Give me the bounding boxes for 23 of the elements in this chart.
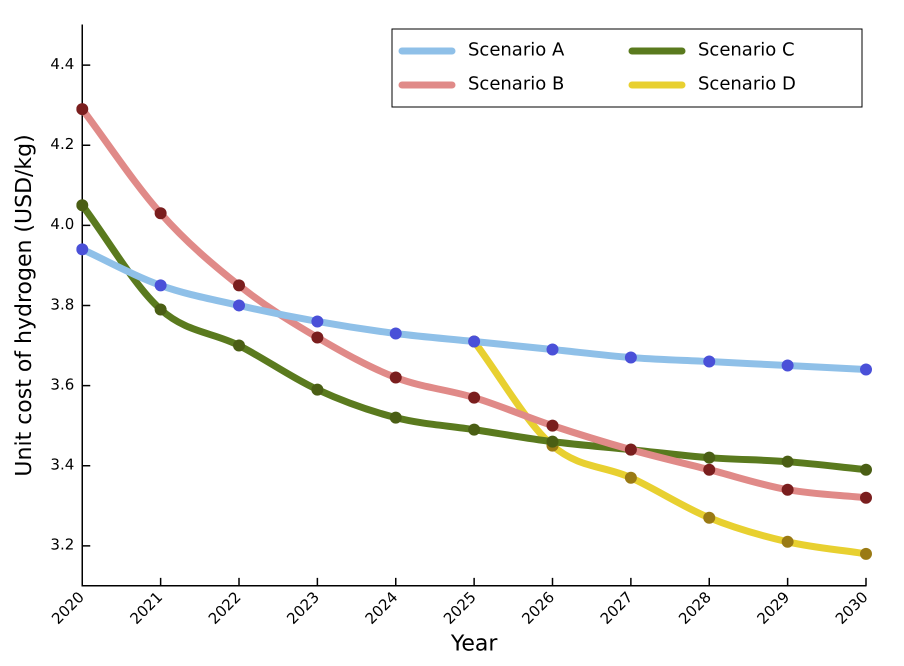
y-tick-label: 3.2	[50, 536, 74, 554]
point	[703, 452, 716, 464]
y-axis-title: Unit cost of hydrogen (USD/kg)	[12, 134, 37, 477]
x-axis-title: Year	[450, 632, 498, 657]
point	[860, 464, 872, 476]
point	[233, 340, 246, 352]
legend-label: Scenario B	[468, 74, 564, 95]
point	[468, 424, 480, 436]
y-tick-label: 3.4	[50, 456, 74, 474]
point	[390, 412, 402, 424]
point	[546, 436, 558, 448]
y-tick-label: 4.0	[50, 215, 74, 234]
legend-label: Scenario C	[698, 40, 795, 61]
y-tick-label: 4.4	[50, 54, 74, 73]
point	[76, 199, 88, 212]
point	[311, 384, 324, 396]
legend-label: Scenario A	[468, 40, 565, 61]
point	[782, 456, 794, 468]
y-tick-label: 3.8	[50, 295, 74, 314]
y-tick-label: 4.2	[50, 135, 74, 154]
legend-label: Scenario D	[698, 74, 796, 95]
y-tick-label: 3.6	[50, 375, 74, 394]
point	[154, 303, 167, 316]
